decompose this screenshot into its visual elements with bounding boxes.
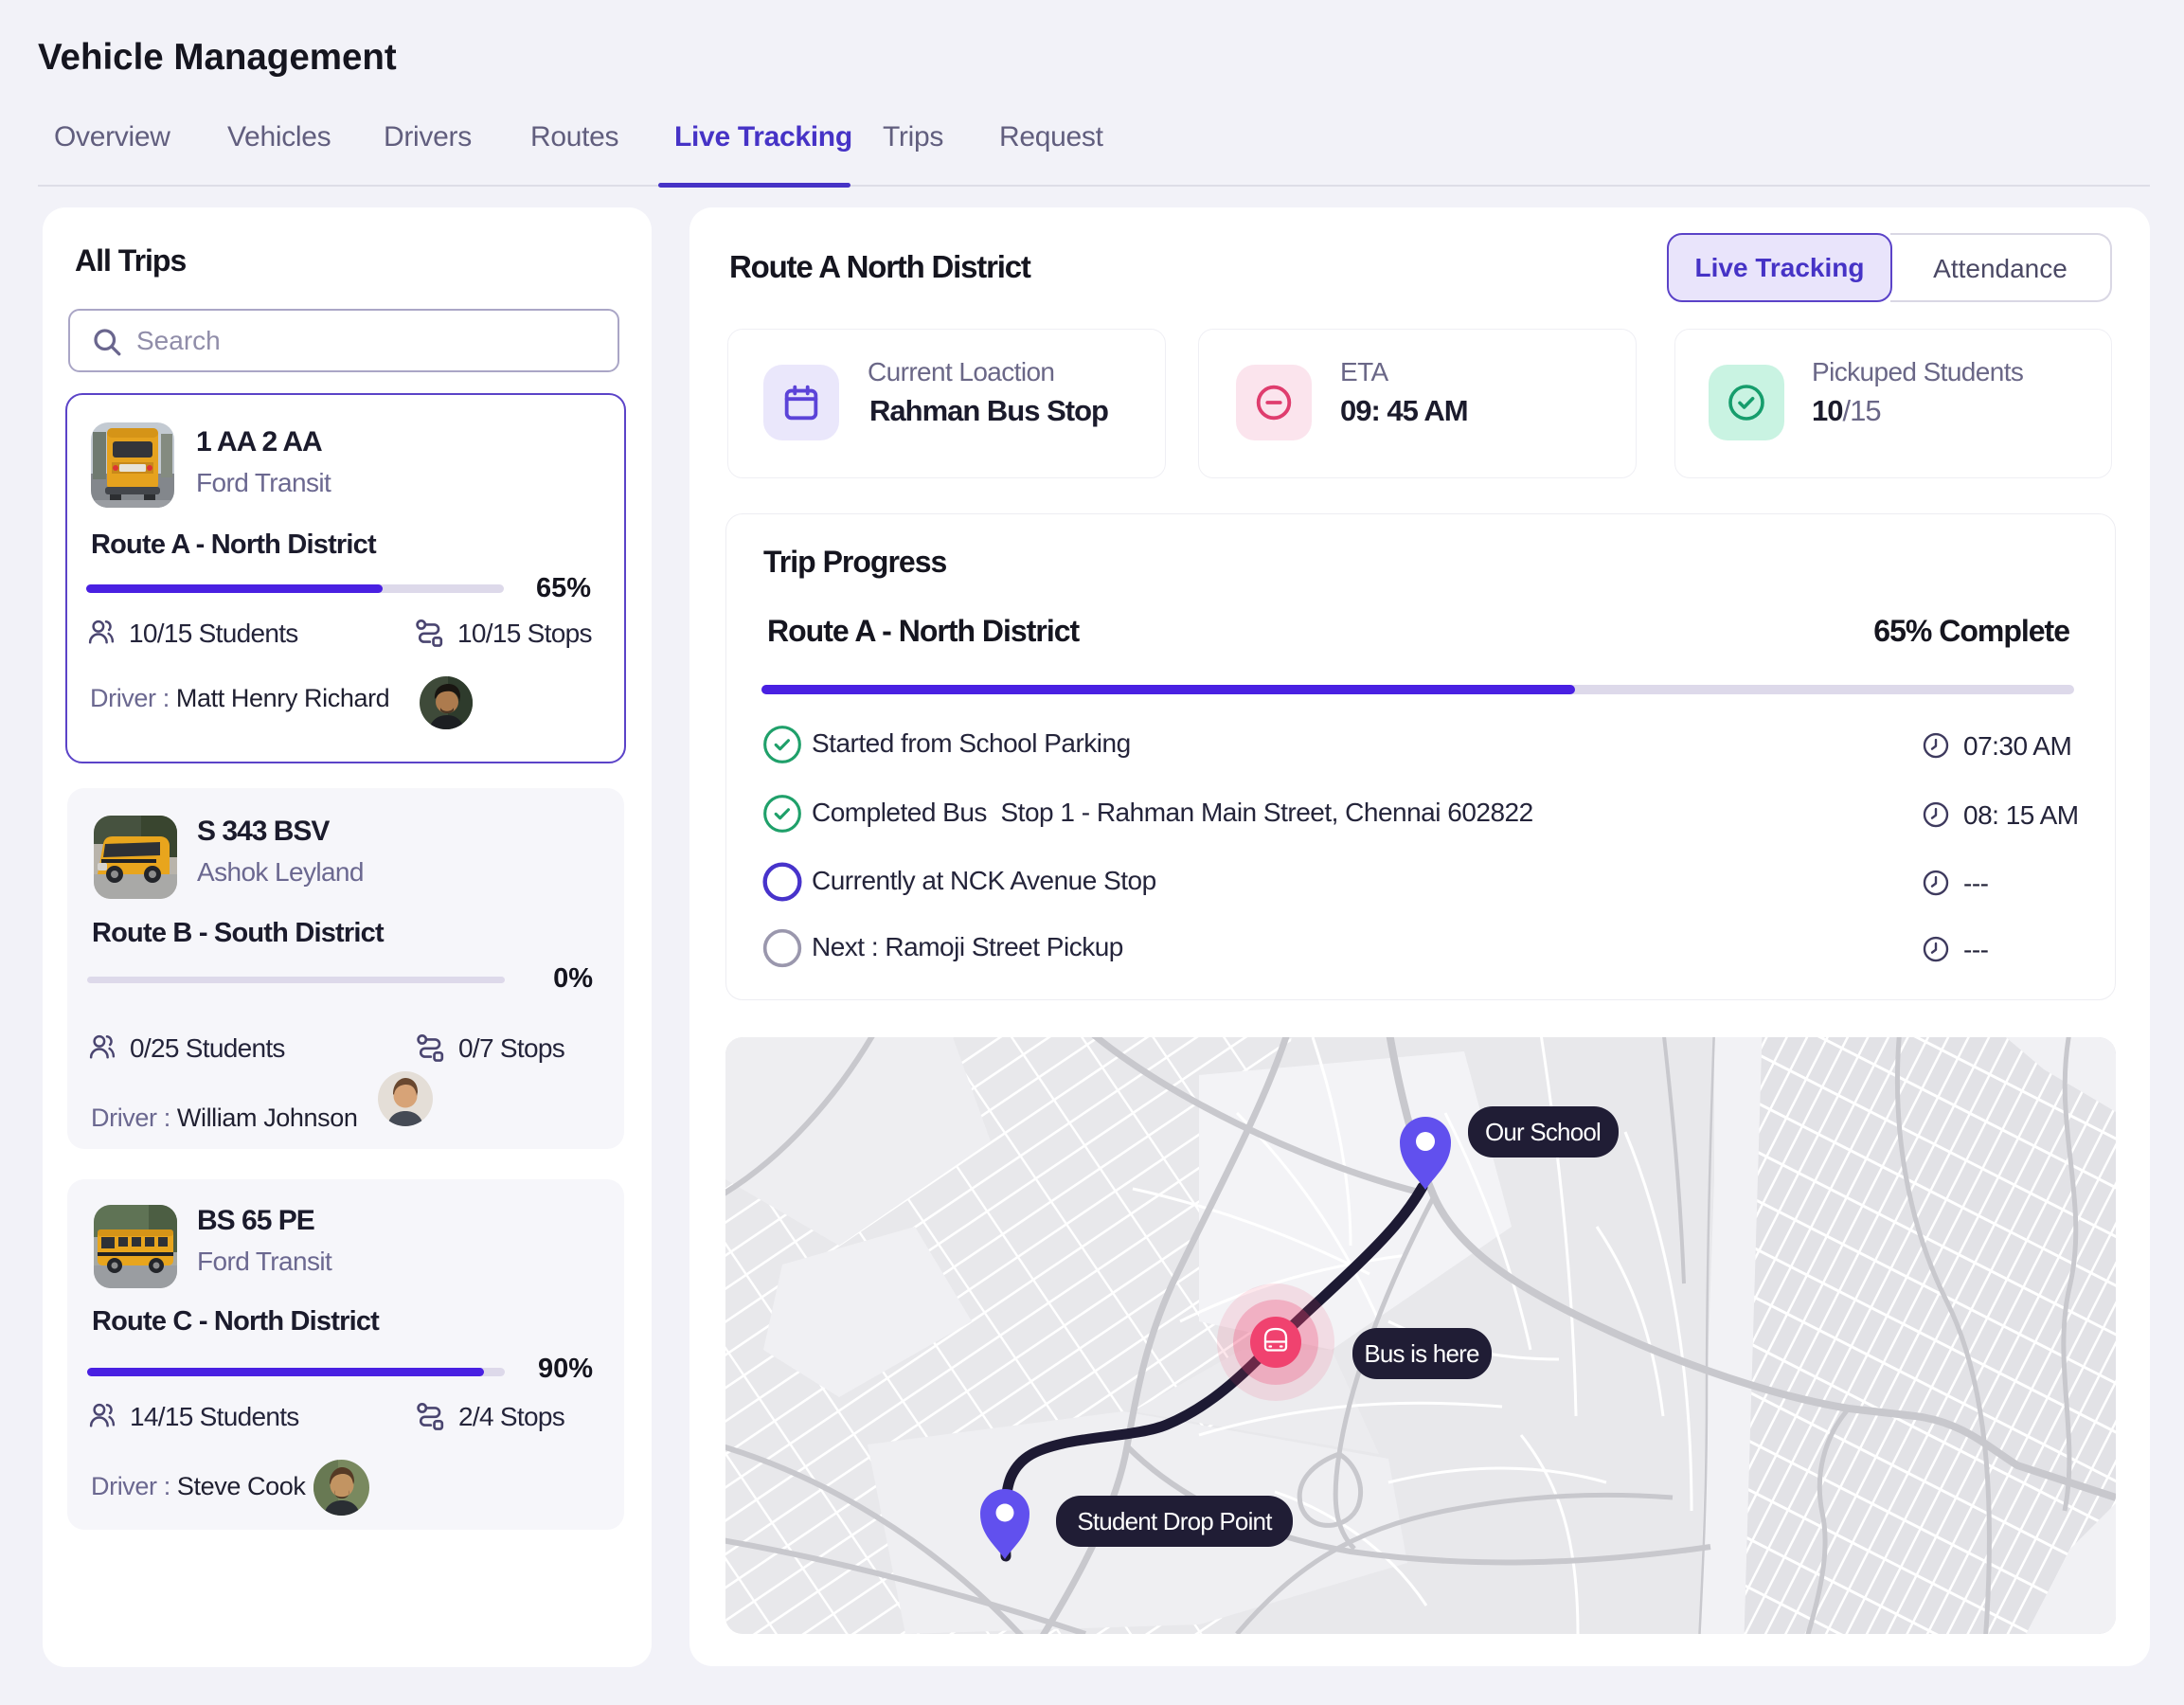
svg-text:Bus is here: Bus is here	[1364, 1339, 1479, 1368]
svg-text:Student Drop Point: Student Drop Point	[1077, 1507, 1273, 1535]
svg-text:Our School: Our School	[1485, 1118, 1601, 1146]
